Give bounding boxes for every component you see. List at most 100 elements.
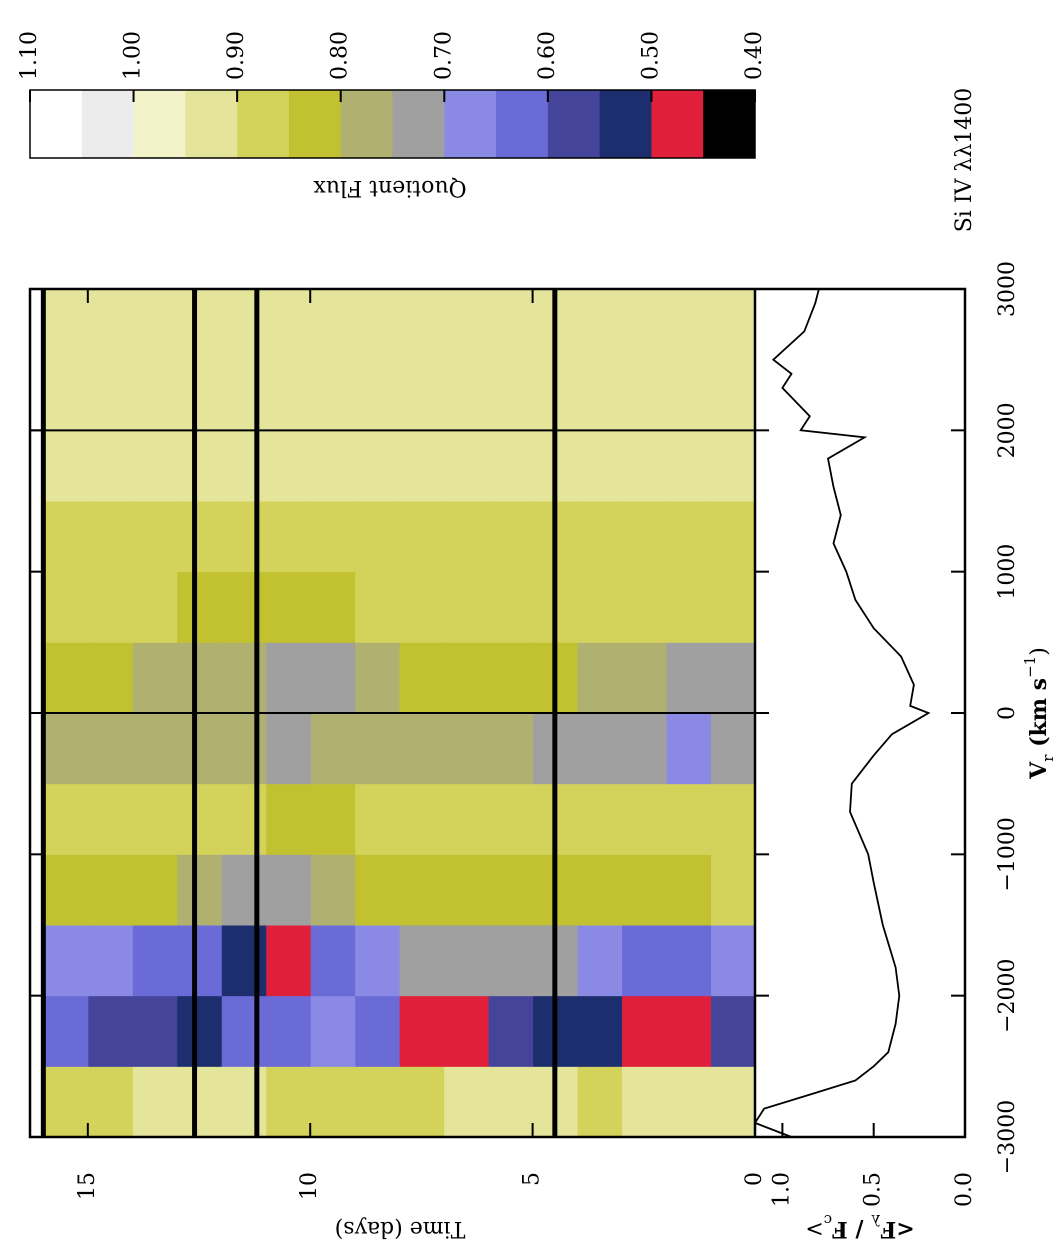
heatmap-cell — [621, 289, 667, 361]
heatmap-cell — [354, 642, 400, 714]
heatmap-cell — [265, 995, 311, 1067]
heatmap-cell — [176, 642, 222, 714]
colorbar-label: Quotient Flux — [313, 175, 467, 200]
heatmap-cell — [221, 783, 267, 855]
flux-axis-label-part: c — [824, 1211, 832, 1229]
heatmap-cell — [666, 289, 712, 361]
heatmap-cell — [87, 359, 133, 431]
y-tick-label: 1000 — [995, 544, 1020, 600]
heatmap-cell — [710, 854, 756, 926]
colorbar-segment — [496, 90, 549, 158]
colorbar-segment — [81, 90, 135, 158]
heatmap-cell — [310, 289, 356, 361]
flux-tick-label: 0.5 — [861, 1172, 886, 1207]
heatmap-cell — [221, 642, 267, 714]
heatmap-cell — [488, 359, 534, 431]
heatmap-cell — [488, 995, 534, 1067]
colorbar-tick-label: 0.70 — [431, 31, 456, 80]
plot-frame — [28, 287, 967, 1139]
heatmap-cell — [399, 995, 445, 1067]
heatmap-cell — [577, 995, 623, 1067]
heatmap-cell — [265, 642, 311, 714]
colorbar-tick-label: 0.80 — [328, 31, 353, 80]
heatmap-cell — [221, 571, 267, 643]
heatmap-cell — [265, 501, 311, 573]
heatmap-cell — [310, 995, 356, 1067]
x-axis-label: Time (days) — [335, 1216, 466, 1241]
velocity-axis-label-part: r — [1039, 754, 1057, 762]
heatmap-cell — [488, 925, 534, 997]
heatmap-cell — [488, 571, 534, 643]
heatmap-cell — [488, 854, 534, 926]
heatmap-cell — [621, 783, 667, 855]
chart-title: Si IV λλ1400 — [952, 88, 977, 233]
flux-axis-label: <Fλ / Fc> — [805, 1211, 914, 1242]
heatmap-cell — [666, 713, 712, 785]
colorbar-tick-label: 0.90 — [224, 31, 249, 80]
heatmap-cell — [354, 783, 400, 855]
heatmap-cell — [265, 571, 311, 643]
heatmap-cell — [443, 995, 489, 1067]
heatmap-cell — [310, 925, 356, 997]
x-tick-label: 5 — [520, 1172, 545, 1186]
colorbar-segment — [133, 90, 186, 158]
flux-tick-label: 0.0 — [952, 1172, 977, 1207]
heatmap-cell — [710, 359, 756, 431]
heatmap-cell — [43, 642, 89, 714]
flux-axis-label-part: > — [805, 1216, 823, 1241]
heatmap-cell — [132, 501, 178, 573]
heatmap-cell — [221, 1066, 267, 1138]
heatmap-cell — [443, 359, 489, 431]
heatmap-cell — [399, 359, 445, 431]
velocity-axis-label: Vr (km s−1) — [1021, 647, 1057, 780]
heatmap-cell — [354, 359, 400, 431]
heatmap-cell — [176, 995, 222, 1067]
heatmap-cell — [621, 713, 667, 785]
heatmap-cell — [399, 854, 445, 926]
heatmap-cell — [354, 501, 400, 573]
flux-tick-label: 1.0 — [769, 1172, 794, 1207]
heatmap-cell — [265, 289, 311, 361]
x-tick-label: 15 — [75, 1172, 100, 1200]
heatmap-cell — [710, 571, 756, 643]
heatmap-cell — [354, 995, 400, 1067]
heatmap-cell — [666, 1066, 712, 1138]
heatmap-cell — [43, 713, 89, 785]
heatmap-cell — [132, 783, 178, 855]
heatmap-cell — [354, 854, 400, 926]
heatmap-cell — [488, 713, 534, 785]
heatmap-cell — [710, 783, 756, 855]
heatmap-cell — [710, 925, 756, 997]
heatmap-cell — [577, 289, 623, 361]
heatmap-cell — [43, 783, 89, 855]
heatmap-cell — [221, 713, 267, 785]
colorbar-segment — [288, 90, 342, 158]
heatmap-cell — [87, 430, 133, 502]
heatmap-cell — [666, 783, 712, 855]
colorbar-segment — [599, 90, 652, 158]
heatmap-cell — [132, 1066, 178, 1138]
heatmap-cell — [621, 995, 667, 1067]
heatmap-cell — [577, 1066, 623, 1138]
heatmap-cell — [265, 430, 311, 502]
heatmap-cell — [176, 925, 222, 997]
heatmap-cell — [710, 713, 756, 785]
heatmap-cell — [176, 783, 222, 855]
colorbar-segment — [392, 90, 445, 158]
y-tick-label: −1000 — [995, 817, 1020, 891]
heatmap-cell — [354, 925, 400, 997]
heatmap-cell — [132, 995, 178, 1067]
heatmap-cell — [399, 925, 445, 997]
heatmap-cell — [399, 571, 445, 643]
colorbar-segment — [703, 90, 756, 158]
heatmap-cell — [176, 713, 222, 785]
colorbar-segment — [651, 90, 704, 158]
heatmap-cell — [310, 713, 356, 785]
heatmap-cell — [87, 289, 133, 361]
heatmap-cell — [87, 642, 133, 714]
flux-axis-label-part: <F — [880, 1216, 914, 1242]
heatmap-cell — [87, 1066, 133, 1138]
heatmap-cell — [221, 925, 267, 997]
heatmap-cell — [666, 995, 712, 1067]
x-tick-label: 10 — [297, 1172, 322, 1200]
